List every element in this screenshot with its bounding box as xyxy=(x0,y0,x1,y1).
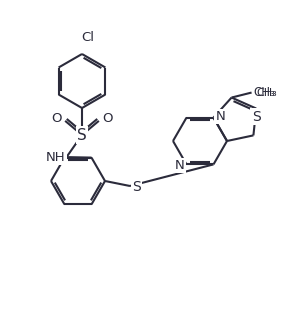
Text: O: O xyxy=(52,112,62,125)
Text: O: O xyxy=(102,112,112,125)
Text: Cl: Cl xyxy=(81,31,94,44)
Text: S: S xyxy=(77,128,87,142)
Text: S: S xyxy=(132,180,141,194)
Text: S: S xyxy=(252,109,261,124)
Text: NH: NH xyxy=(46,150,65,164)
Text: CH₃: CH₃ xyxy=(256,87,277,98)
Text: CH₃: CH₃ xyxy=(254,86,275,99)
Text: N: N xyxy=(175,159,185,172)
Text: N: N xyxy=(215,110,225,123)
